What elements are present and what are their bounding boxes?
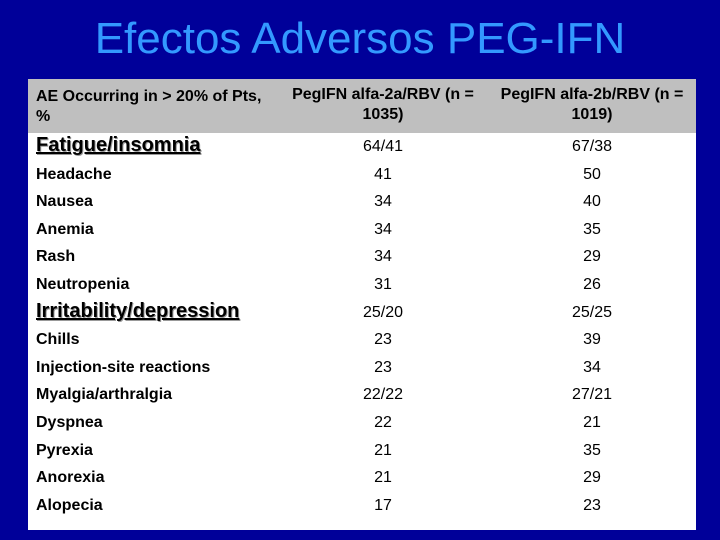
value-alfa-2a: 34 (374, 248, 392, 266)
row-label: Pyrexia (36, 441, 93, 459)
table-row: Anorexia 21 29 (28, 464, 696, 492)
value-alfa-2b: 25/25 (571, 303, 613, 321)
table-row: Anemia 34 35 (28, 216, 696, 244)
row-label: Headache (36, 165, 112, 183)
value-alfa-2b: 40 (583, 193, 601, 211)
value-alfa-2b: 29 (583, 469, 601, 487)
header-col-alfa-2a: PegIFN alfa-2a/RBV (n = 1035) (292, 86, 474, 123)
value-alfa-2a: 21 (374, 441, 392, 459)
value-alfa-2a: 23 (374, 331, 392, 349)
table-row: Rash 34 29 (28, 243, 696, 271)
row-label: Nausea (36, 193, 93, 211)
row-label: Injection-site reactions (36, 358, 211, 376)
adverse-events-table: AE Occurring in > 20% of Pts, % PegIFN a… (28, 79, 696, 530)
table-row: Neutropenia 31 26 (28, 271, 696, 299)
value-alfa-2b: 39 (583, 331, 601, 349)
value-alfa-2b: 35 (583, 220, 601, 238)
value-alfa-2b: 50 (583, 165, 601, 183)
header-label: AE Occurring in > 20% of Pts, % (36, 88, 262, 125)
value-alfa-2a: 22 (374, 414, 392, 431)
value-alfa-2a: 22/22 (362, 386, 404, 404)
value-alfa-2b: 34 (583, 358, 601, 376)
table-header: AE Occurring in > 20% of Pts, % PegIFN a… (28, 79, 696, 133)
row-label: Chills (36, 331, 80, 349)
value-alfa-2b: 35 (583, 441, 601, 459)
value-alfa-2b: 27/21 (571, 386, 613, 404)
value-alfa-2b: 21 (583, 414, 601, 431)
table-row: Irritability/depression 25/20 25/25 (28, 299, 696, 327)
table-row: Pyrexia 21 35 (28, 437, 696, 465)
value-alfa-2a: 31 (374, 276, 392, 293)
value-alfa-2b: 26 (583, 276, 601, 293)
table-row: Dyspnea 22 21 (28, 409, 696, 437)
row-label: Anemia (36, 220, 94, 238)
value-alfa-2b: 67/38 (571, 138, 613, 155)
table-row: Myalgia/arthralgia 22/22 27/21 (28, 381, 696, 409)
row-label: Anorexia (36, 469, 105, 487)
header-col-alfa-2b: PegIFN alfa-2b/RBV (n = 1019) (500, 86, 684, 123)
value-alfa-2a: 23 (374, 358, 392, 376)
value-alfa-2a: 21 (374, 469, 392, 487)
value-alfa-2a: 34 (374, 220, 392, 238)
slide-title: Efectos Adversos PEG-IFN (94, 14, 626, 63)
table-row: Chills 23 39 (28, 326, 696, 354)
value-alfa-2b: 23 (583, 496, 601, 514)
table-row: Injection-site reactions 23 34 (28, 354, 696, 382)
table-row: Headache 41 50 (28, 161, 696, 189)
row-label: Dyspnea (36, 414, 103, 431)
row-label: Rash (36, 248, 76, 266)
table-row: Nausea 34 40 (28, 188, 696, 216)
table-row: Fatigue/insomnia 64/41 67/38 (28, 133, 696, 161)
row-label: Neutropenia (36, 276, 130, 293)
value-alfa-2a: 64/41 (362, 138, 404, 155)
row-label: Fatigue/insomnia (36, 134, 201, 156)
table-row: Alopecia 17 23 (28, 492, 696, 520)
value-alfa-2a: 17 (374, 496, 392, 514)
row-label: Irritability/depression (36, 299, 240, 322)
value-alfa-2a: 34 (374, 193, 392, 211)
value-alfa-2a: 41 (374, 165, 392, 183)
row-label: Myalgia/arthralgia (36, 386, 173, 404)
value-alfa-2a: 25/20 (362, 303, 404, 321)
value-alfa-2b: 29 (583, 248, 601, 266)
row-label: Alopecia (36, 496, 103, 514)
